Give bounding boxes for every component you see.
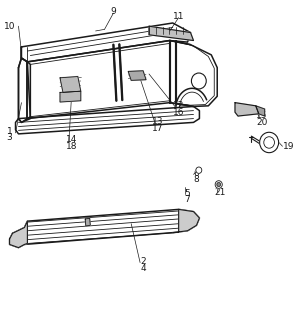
Text: 18: 18 xyxy=(66,142,78,151)
Text: 17: 17 xyxy=(152,124,164,132)
Text: 6: 6 xyxy=(194,169,199,178)
Text: 16: 16 xyxy=(173,108,184,117)
Text: 14: 14 xyxy=(66,135,77,144)
Circle shape xyxy=(260,132,279,153)
Text: 1: 1 xyxy=(7,127,13,136)
Circle shape xyxy=(191,73,206,89)
Text: 19: 19 xyxy=(283,142,294,151)
Circle shape xyxy=(196,167,202,173)
Polygon shape xyxy=(10,209,199,248)
Text: 21: 21 xyxy=(215,188,226,197)
Text: 3: 3 xyxy=(7,133,13,142)
Text: 13: 13 xyxy=(152,116,164,126)
Polygon shape xyxy=(149,26,193,41)
Polygon shape xyxy=(15,107,199,134)
Circle shape xyxy=(215,181,222,188)
Polygon shape xyxy=(85,218,90,226)
Polygon shape xyxy=(128,71,146,80)
Text: 8: 8 xyxy=(194,175,199,184)
Polygon shape xyxy=(60,91,81,102)
Text: 10: 10 xyxy=(4,22,15,31)
Text: 20: 20 xyxy=(256,118,267,127)
Polygon shape xyxy=(60,76,81,92)
Polygon shape xyxy=(10,221,27,248)
Circle shape xyxy=(217,183,221,187)
Polygon shape xyxy=(235,103,259,116)
Polygon shape xyxy=(21,23,190,62)
Polygon shape xyxy=(170,41,217,107)
Text: 5: 5 xyxy=(185,189,190,198)
Text: 15: 15 xyxy=(256,111,268,120)
Text: 11: 11 xyxy=(173,12,184,21)
Polygon shape xyxy=(173,209,199,233)
Polygon shape xyxy=(18,58,30,123)
Polygon shape xyxy=(256,106,265,116)
Text: 4: 4 xyxy=(140,264,146,273)
Text: 12: 12 xyxy=(173,101,184,110)
Circle shape xyxy=(264,137,274,148)
Text: 9: 9 xyxy=(111,7,116,16)
Text: 2: 2 xyxy=(140,257,146,266)
Polygon shape xyxy=(18,58,30,123)
Text: 7: 7 xyxy=(185,195,190,204)
